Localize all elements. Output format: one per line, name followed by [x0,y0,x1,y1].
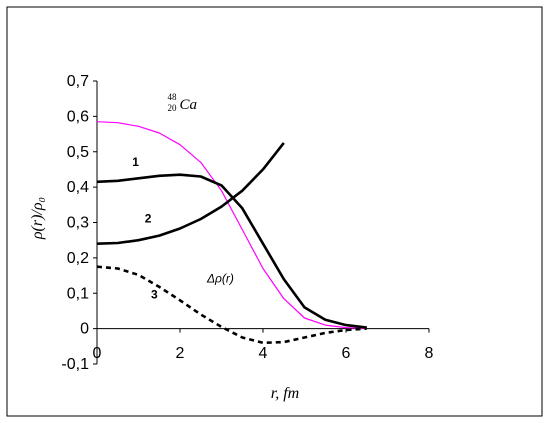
curve-annotation: 2 [145,212,152,226]
axes [93,80,430,365]
y-tick-label: 0,3 [67,215,89,232]
series-line-3 [96,142,285,245]
y-tick-label: 0,2 [67,250,89,267]
nucleus-symbol: Ca [180,97,198,113]
nucleus-charge-number: 20 [168,103,178,113]
x-tick-label: 6 [342,345,351,362]
series-line-1 [96,121,367,330]
curve-annotation: Δρ(r) [206,272,234,286]
x-tick-label: 0 [93,345,102,362]
y-tick-label: 0,5 [67,144,89,161]
x-tick-label: 4 [259,345,268,362]
curve-annotation: 1 [132,155,139,169]
curve-annotation: 3 [151,288,158,302]
outer-frame [6,6,543,417]
series-line-2 [96,173,367,329]
y-tick-label: 0,1 [67,285,89,302]
y-tick-label: 0,6 [67,108,89,125]
series-line-4 [96,265,367,345]
tick-labels: -0,100,10,20,30,40,50,60,70 2 4 6 8 [61,73,433,373]
series-group [96,121,367,345]
x-axis-label: r, fm [271,385,299,402]
y-tick-label: 0 [80,321,89,338]
x-tick-label: 8 [425,345,434,362]
y-tick-label: -0,1 [61,356,89,373]
nucleus-mass-number: 48 [168,92,178,102]
y-tick-label: 0,7 [67,73,89,90]
y-tick-label: 0,4 [67,179,89,196]
y-axis-label: ρ(r)/ρ₀ [29,197,46,240]
x-tick-label: 2 [176,345,185,362]
